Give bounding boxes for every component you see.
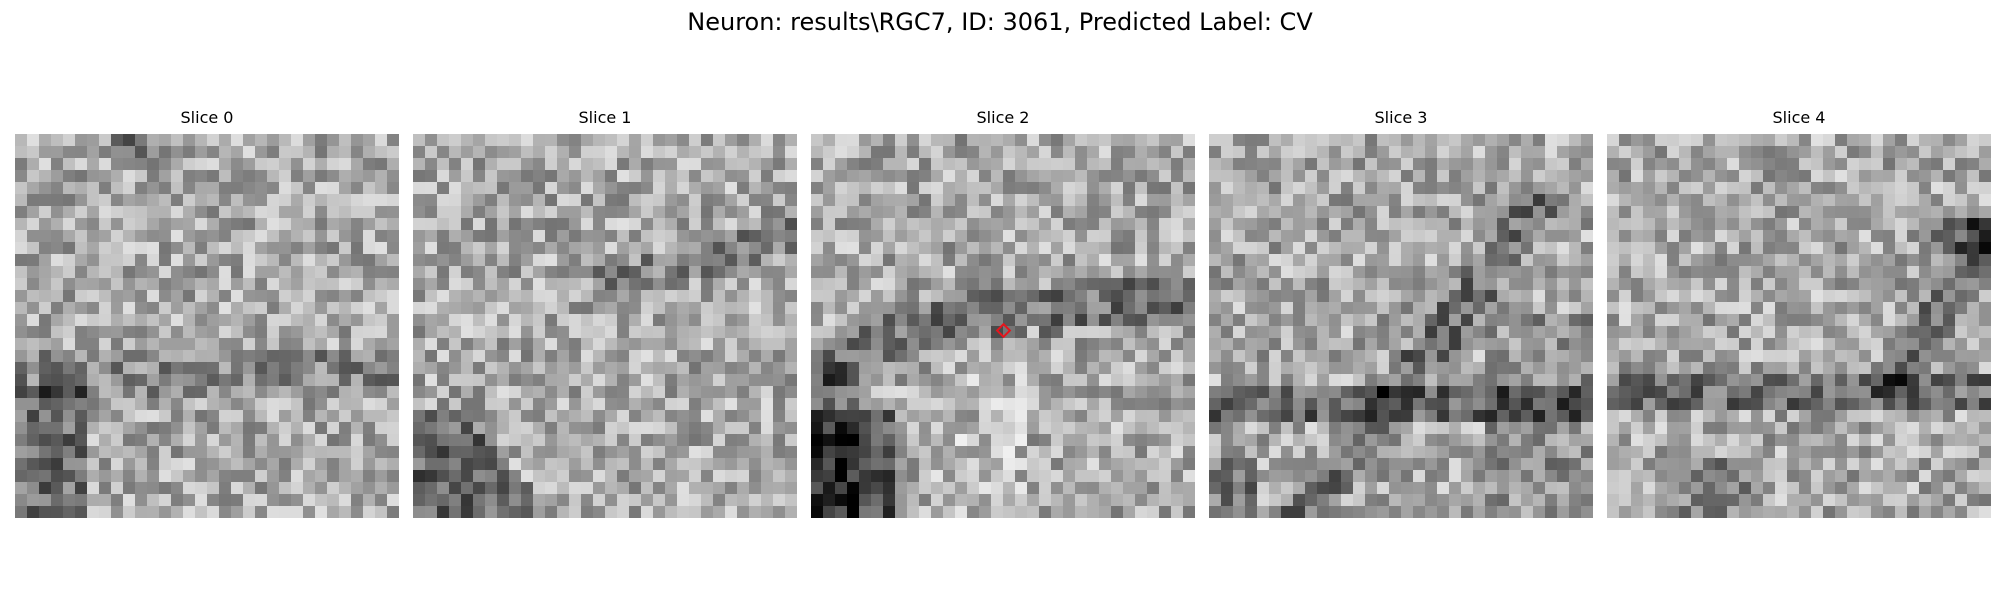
slice-image-1 bbox=[413, 134, 797, 518]
slice-title-1: Slice 1 bbox=[413, 108, 797, 127]
slice-image-0 bbox=[15, 134, 399, 518]
slice-title-3: Slice 3 bbox=[1209, 108, 1593, 127]
slice-image-4 bbox=[1607, 134, 1991, 518]
slice-title-4: Slice 4 bbox=[1607, 108, 1991, 127]
slice-title-2: Slice 2 bbox=[811, 108, 1195, 127]
figure-title: Neuron: results\RGC7, ID: 3061, Predicte… bbox=[0, 8, 2000, 36]
slice-image-3 bbox=[1209, 134, 1593, 518]
slice-title-0: Slice 0 bbox=[15, 108, 399, 127]
